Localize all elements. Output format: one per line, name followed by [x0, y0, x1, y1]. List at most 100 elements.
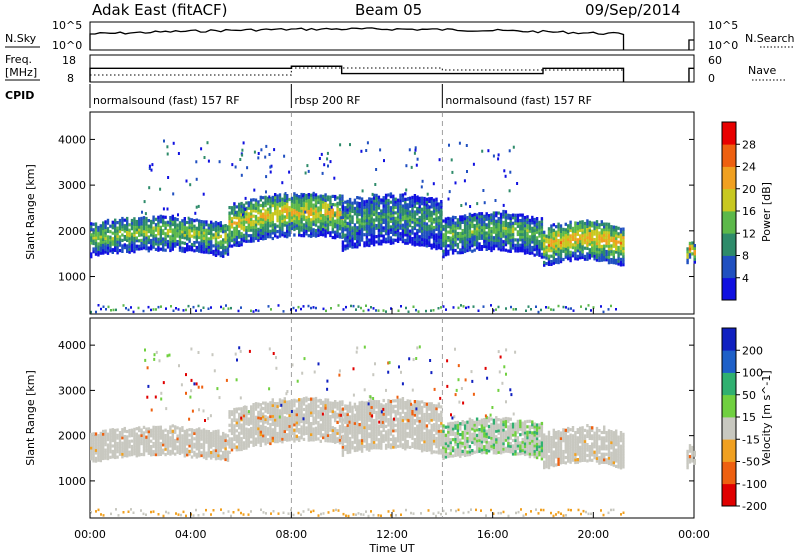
echo-cell	[202, 236, 206, 240]
echo-cell	[245, 435, 248, 439]
echo-cell	[214, 231, 218, 235]
echo-cell	[356, 448, 359, 452]
echo-cell	[262, 423, 265, 427]
echo-cell	[135, 427, 138, 431]
echo-cell	[405, 164, 408, 168]
echo-cell	[190, 441, 194, 445]
echo-cell	[298, 414, 301, 418]
echo-cell	[133, 441, 136, 445]
echo-cell	[174, 430, 177, 434]
echo-cell	[288, 411, 291, 415]
echo-cell	[255, 309, 257, 312]
echo-cell	[172, 192, 175, 196]
echo-cell	[140, 219, 143, 223]
echo-cell	[344, 225, 347, 229]
echo-cell	[411, 406, 414, 410]
echo-cell	[174, 230, 177, 234]
echo-cell	[358, 447, 361, 451]
echo-cell	[360, 233, 364, 237]
echo-cell	[138, 442, 141, 446]
echo-cell	[300, 212, 303, 216]
echo-cell	[171, 443, 174, 447]
echo-cell	[394, 415, 397, 419]
echo-cell	[322, 417, 325, 421]
echo-cell	[145, 247, 148, 251]
echo-cell	[217, 233, 220, 237]
echo-cell	[102, 435, 105, 439]
echo-cell	[338, 433, 342, 437]
echo-cell	[276, 235, 279, 239]
echo-cell	[286, 424, 289, 429]
echo-cell	[413, 419, 417, 423]
echo-cell	[341, 202, 345, 206]
echo-cell	[226, 238, 230, 243]
echo-cell	[399, 411, 402, 416]
echo-cell	[106, 238, 110, 242]
echo-cell	[254, 423, 258, 428]
echo-cell	[219, 443, 222, 447]
echo-cell	[133, 435, 136, 440]
echo-cell	[126, 446, 129, 450]
echo-cell	[118, 227, 122, 231]
echo-cell	[329, 214, 332, 218]
echo-cell	[147, 449, 150, 453]
echo-cell	[404, 447, 407, 451]
echo-cell	[463, 249, 467, 254]
echo-cell	[448, 190, 451, 194]
echo-cell	[547, 254, 551, 258]
echo-cell	[254, 204, 258, 208]
echo-cell	[411, 412, 414, 416]
echo-cell	[135, 228, 138, 232]
echo-cell	[348, 217, 352, 221]
echo-cell	[401, 429, 405, 433]
echo-cell	[278, 223, 282, 227]
echo-cell	[295, 221, 298, 225]
echo-cell	[528, 248, 532, 253]
echo-cell	[571, 232, 575, 236]
echo-cell	[145, 427, 148, 431]
echo-cell	[437, 240, 441, 244]
echo-cell	[190, 455, 194, 459]
echo-cell	[338, 424, 342, 429]
echo-cell	[262, 415, 265, 419]
echo-cell	[588, 256, 591, 260]
echo-cell	[346, 246, 349, 250]
echo-cell	[480, 236, 484, 240]
echo-cell	[380, 443, 383, 448]
echo-cell	[411, 425, 414, 429]
echo-cell	[321, 171, 324, 175]
echo-cell	[281, 233, 284, 237]
echo-cell	[555, 252, 558, 256]
echo-cell	[459, 226, 462, 230]
echo-cell	[174, 233, 177, 237]
echo-cell	[176, 218, 179, 222]
echo-cell	[540, 255, 544, 259]
echo-cell	[269, 436, 272, 440]
echo-cell	[559, 224, 563, 228]
echo-cell	[428, 235, 431, 239]
echo-cell	[266, 429, 270, 433]
echo-cell	[569, 226, 572, 230]
echo-cell	[302, 228, 306, 232]
echo-cell	[207, 438, 210, 442]
echo-cell	[475, 229, 479, 234]
echo-cell	[348, 407, 352, 411]
echo-cell	[162, 248, 165, 252]
echo-cell	[111, 455, 114, 459]
echo-cell	[154, 428, 158, 432]
echo-cell	[418, 215, 421, 220]
echo-cell	[351, 411, 354, 415]
echo-cell	[195, 229, 198, 233]
echo-cell	[430, 202, 433, 206]
echo-cell	[169, 438, 172, 443]
echo-cell	[140, 442, 143, 446]
echo-cell	[260, 148, 263, 152]
echo-cell	[162, 207, 165, 211]
echo-cell	[579, 226, 582, 230]
echo-cell	[591, 254, 594, 258]
echo-cell	[271, 223, 274, 227]
echo-cell	[200, 445, 203, 449]
echo-cell	[242, 213, 244, 217]
echo-cell	[293, 398, 296, 402]
